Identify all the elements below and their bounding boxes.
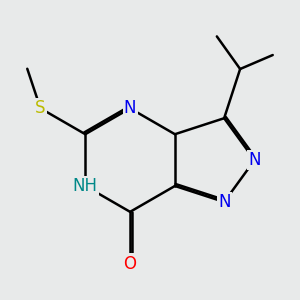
Text: N: N <box>218 193 230 211</box>
Text: N: N <box>124 99 136 117</box>
Text: NH: NH <box>73 177 98 195</box>
Text: O: O <box>124 255 136 273</box>
Text: N: N <box>248 151 261 169</box>
Text: S: S <box>35 99 46 117</box>
